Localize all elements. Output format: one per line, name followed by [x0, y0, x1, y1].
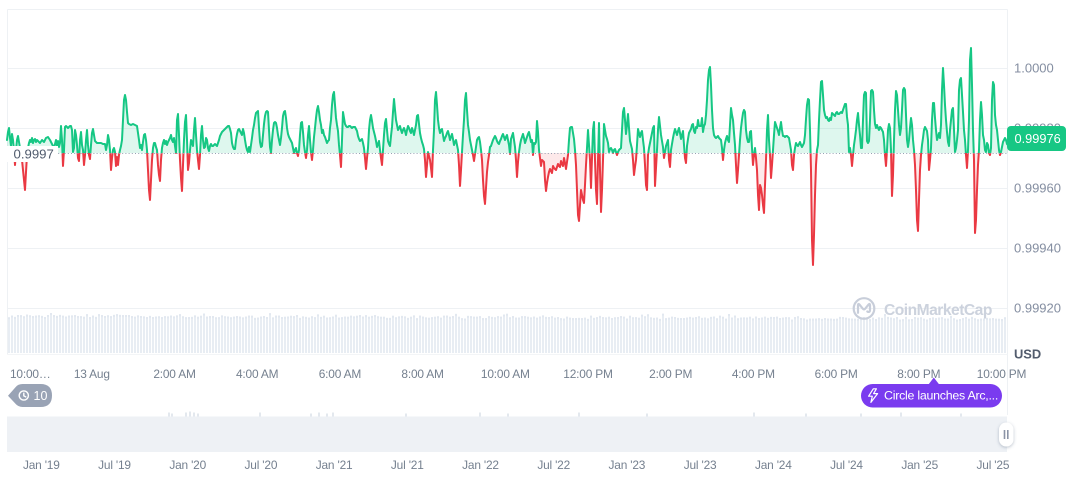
svg-text:USD: USD — [1014, 347, 1041, 362]
svg-text:10:00…: 10:00… — [10, 367, 51, 381]
svg-text:Jan '21: Jan '21 — [316, 458, 353, 472]
svg-text:Jul '19: Jul '19 — [98, 458, 131, 472]
svg-text:Jan '24: Jan '24 — [755, 458, 792, 472]
svg-text:Jul '22: Jul '22 — [537, 458, 570, 472]
svg-text:2:00 PM: 2:00 PM — [649, 367, 692, 381]
svg-text:Jan '23: Jan '23 — [609, 458, 646, 472]
svg-text:4:00 AM: 4:00 AM — [236, 367, 278, 381]
svg-text:Jul '21: Jul '21 — [391, 458, 424, 472]
svg-text:Jul '24: Jul '24 — [830, 458, 863, 472]
svg-text:10: 10 — [34, 389, 48, 403]
svg-text:8:00 AM: 8:00 AM — [401, 367, 443, 381]
svg-text:Jan '22: Jan '22 — [462, 458, 499, 472]
svg-text:Jan '25: Jan '25 — [901, 458, 938, 472]
svg-text:0.99940: 0.99940 — [1014, 241, 1061, 256]
svg-text:Jan '19: Jan '19 — [23, 458, 60, 472]
svg-text:12:00 PM: 12:00 PM — [563, 367, 612, 381]
svg-text:Jul '20: Jul '20 — [245, 458, 278, 472]
svg-text:0.99960: 0.99960 — [1014, 181, 1061, 196]
svg-text:0.99976: 0.99976 — [1015, 131, 1061, 146]
svg-text:10:00 PM: 10:00 PM — [977, 367, 1026, 381]
svg-text:13 Aug: 13 Aug — [74, 367, 110, 381]
svg-text:Jan '20: Jan '20 — [169, 458, 206, 472]
svg-text:4:00 PM: 4:00 PM — [732, 367, 775, 381]
svg-text:Jul '25: Jul '25 — [977, 458, 1010, 472]
svg-text:6:00 AM: 6:00 AM — [319, 367, 361, 381]
svg-text:1.0000: 1.0000 — [1014, 61, 1054, 76]
svg-text:10:00 AM: 10:00 AM — [481, 367, 530, 381]
svg-text:Circle launches Arc,...: Circle launches Arc,... — [884, 389, 998, 403]
svg-text:2:00 AM: 2:00 AM — [153, 367, 195, 381]
svg-text:0.99920: 0.99920 — [1014, 301, 1061, 316]
svg-text:Jul '23: Jul '23 — [684, 458, 717, 472]
svg-text:CoinMarketCap: CoinMarketCap — [884, 302, 992, 319]
svg-text:0.9997: 0.9997 — [14, 147, 54, 162]
svg-text:6:00 PM: 6:00 PM — [815, 367, 858, 381]
svg-text:8:00 PM: 8:00 PM — [897, 367, 940, 381]
